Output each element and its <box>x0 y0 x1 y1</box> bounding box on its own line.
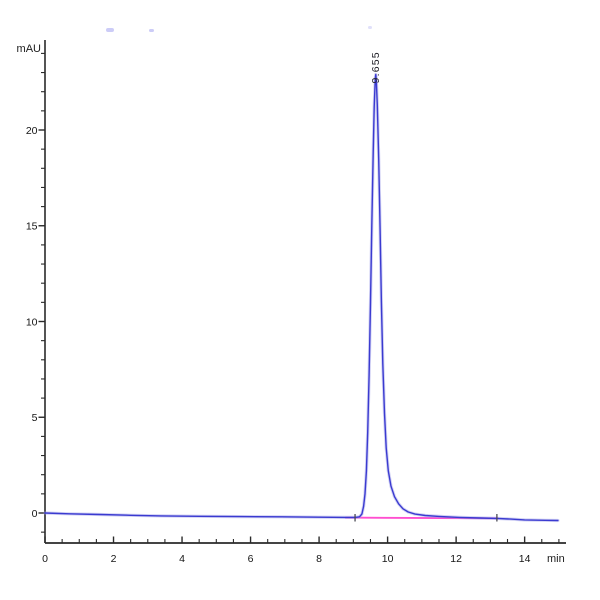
compression-artifact <box>368 26 372 29</box>
x-tick-label: 14 <box>519 553 531 565</box>
compression-artifact <box>149 29 154 32</box>
y-tick-label: 5 <box>32 412 38 424</box>
x-tick-label: 10 <box>382 553 394 565</box>
x-axis-unit-label: min <box>547 553 565 565</box>
peak-retention-time-label: 9.655 <box>370 51 382 83</box>
y-axis-unit-label: mAU <box>17 43 42 55</box>
y-axis: 0 5 10 15 20 <box>26 40 46 543</box>
x-tick-label: 8 <box>316 553 322 565</box>
x-tick-label: 6 <box>248 553 254 565</box>
signal-trace-halo <box>43 72 560 523</box>
x-tick-label: 2 <box>111 553 117 565</box>
y-tick-label: 20 <box>26 125 38 137</box>
x-tick-label: 12 <box>450 553 462 565</box>
x-tick-label: 4 <box>179 553 185 565</box>
y-tick-label: 10 <box>26 316 38 328</box>
compression-artifact <box>106 28 114 32</box>
y-tick-label: 15 <box>26 221 38 233</box>
signal-trace <box>44 73 559 522</box>
y-tick-label: 0 <box>32 508 38 520</box>
traces <box>43 72 560 523</box>
x-axis: 0 2 4 6 8 10 12 14 <box>42 536 566 565</box>
x-tick-label: 0 <box>42 553 48 565</box>
integration-marks <box>354 514 498 522</box>
